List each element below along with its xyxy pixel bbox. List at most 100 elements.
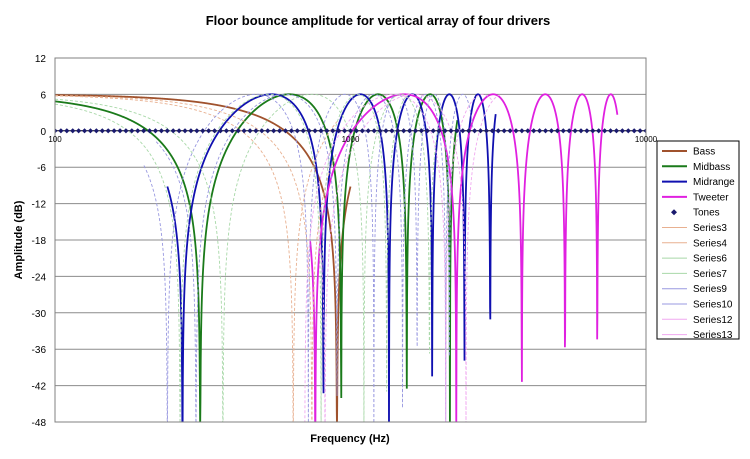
legend-marker <box>671 209 677 216</box>
tone-marker <box>596 128 602 134</box>
tone-marker <box>70 128 76 134</box>
tone-marker <box>566 128 572 134</box>
tone-marker <box>542 128 549 134</box>
tone-marker <box>560 128 566 134</box>
tone-marker <box>294 128 300 134</box>
tone-marker <box>407 128 413 134</box>
tone-marker <box>176 128 182 134</box>
tone-marker <box>578 128 584 134</box>
tone-marker <box>111 128 117 134</box>
tone-marker <box>58 128 64 134</box>
tone-marker <box>590 128 596 134</box>
tone-marker <box>152 128 159 134</box>
tone-marker <box>87 128 94 134</box>
y-tick-label: -36 <box>32 345 47 356</box>
tone-marker <box>442 128 448 134</box>
tone-marker <box>412 128 419 134</box>
tone-marker <box>81 128 88 134</box>
tone-marker <box>430 128 436 134</box>
tone-marker <box>123 128 129 134</box>
plot-area-border <box>54 57 647 423</box>
tone-marker <box>489 128 495 134</box>
series-line-series6 <box>55 93 411 422</box>
legend-label: Midbass <box>693 162 730 173</box>
tone-marker <box>247 128 253 134</box>
tone-marker <box>211 128 218 134</box>
tone-marker <box>64 128 70 134</box>
tone-marker <box>466 128 472 134</box>
legend-label: Series4 <box>693 238 727 249</box>
y-tick-label: 12 <box>35 54 47 65</box>
tone-marker <box>359 128 365 134</box>
tone-marker <box>531 128 537 134</box>
y-tick-label: -18 <box>32 236 47 247</box>
tone-marker <box>271 128 277 134</box>
tones-markers <box>55 128 646 134</box>
x-tick-label: 1000 <box>342 135 360 144</box>
tone-marker <box>525 128 531 134</box>
tone-marker <box>276 128 283 134</box>
tone-marker <box>537 128 543 134</box>
tone-marker <box>472 128 478 134</box>
tone-marker <box>572 128 578 134</box>
tone-marker <box>513 128 519 134</box>
tone-marker <box>105 128 111 134</box>
tone-marker <box>631 128 637 134</box>
y-tick-label: 6 <box>40 90 46 101</box>
tone-marker <box>135 128 141 134</box>
legend-label: Series12 <box>693 315 733 326</box>
x-tick-label: 10000 <box>635 135 658 144</box>
tone-marker <box>643 128 646 134</box>
tone-marker <box>223 128 229 134</box>
tone-marker <box>389 128 395 134</box>
tone-marker <box>324 128 330 134</box>
tone-marker <box>158 128 164 134</box>
tone-marker <box>170 128 176 134</box>
tone-marker <box>365 128 371 134</box>
tone-marker <box>312 128 318 134</box>
tone-marker <box>554 128 560 134</box>
tone-marker <box>625 128 631 134</box>
series-line-series10 <box>155 93 474 422</box>
tone-marker <box>602 128 608 134</box>
tone-marker <box>395 128 401 134</box>
legend-label: Bass <box>693 147 715 158</box>
series-line-midrange <box>166 93 497 422</box>
legend-label: Midrange <box>693 177 735 188</box>
y-tick-label: -12 <box>32 200 47 211</box>
x-tick-label: 100 <box>48 135 62 144</box>
chart-title: Floor bounce amplitude for vertical arra… <box>206 13 551 28</box>
y-tick-label: -48 <box>32 418 47 429</box>
tone-marker <box>99 128 105 134</box>
legend-label: Series10 <box>693 300 733 311</box>
tone-marker <box>495 128 501 134</box>
series-line-tweeter <box>309 93 619 422</box>
tone-marker <box>548 128 555 134</box>
tone-marker <box>200 128 206 134</box>
tone-marker <box>182 128 188 134</box>
tone-marker <box>347 128 354 134</box>
tone-marker <box>253 128 259 134</box>
tone-marker <box>353 128 360 134</box>
tone-marker <box>383 128 389 134</box>
legend-label: Tones <box>693 208 720 219</box>
tone-marker <box>300 128 306 134</box>
tone-marker <box>424 128 430 134</box>
tone-marker <box>259 128 265 134</box>
tone-marker <box>229 128 235 134</box>
tone-marker <box>164 128 170 134</box>
tone-marker <box>477 128 484 134</box>
axes: 12 6 0 -6 -12 -18 -24 -30 -36 -42 -48 100 1000 10000 <box>32 54 658 429</box>
tone-marker <box>436 128 442 134</box>
tone-marker <box>76 128 82 134</box>
tone-marker <box>318 128 324 134</box>
tone-marker <box>501 128 507 134</box>
series-line-series4 <box>55 95 338 422</box>
y-tick-label: -30 <box>32 309 47 320</box>
tone-marker <box>93 128 99 134</box>
tone-marker <box>330 128 336 134</box>
tone-marker <box>206 128 212 134</box>
tone-marker <box>448 128 454 134</box>
y-tick-label: -6 <box>37 163 46 174</box>
